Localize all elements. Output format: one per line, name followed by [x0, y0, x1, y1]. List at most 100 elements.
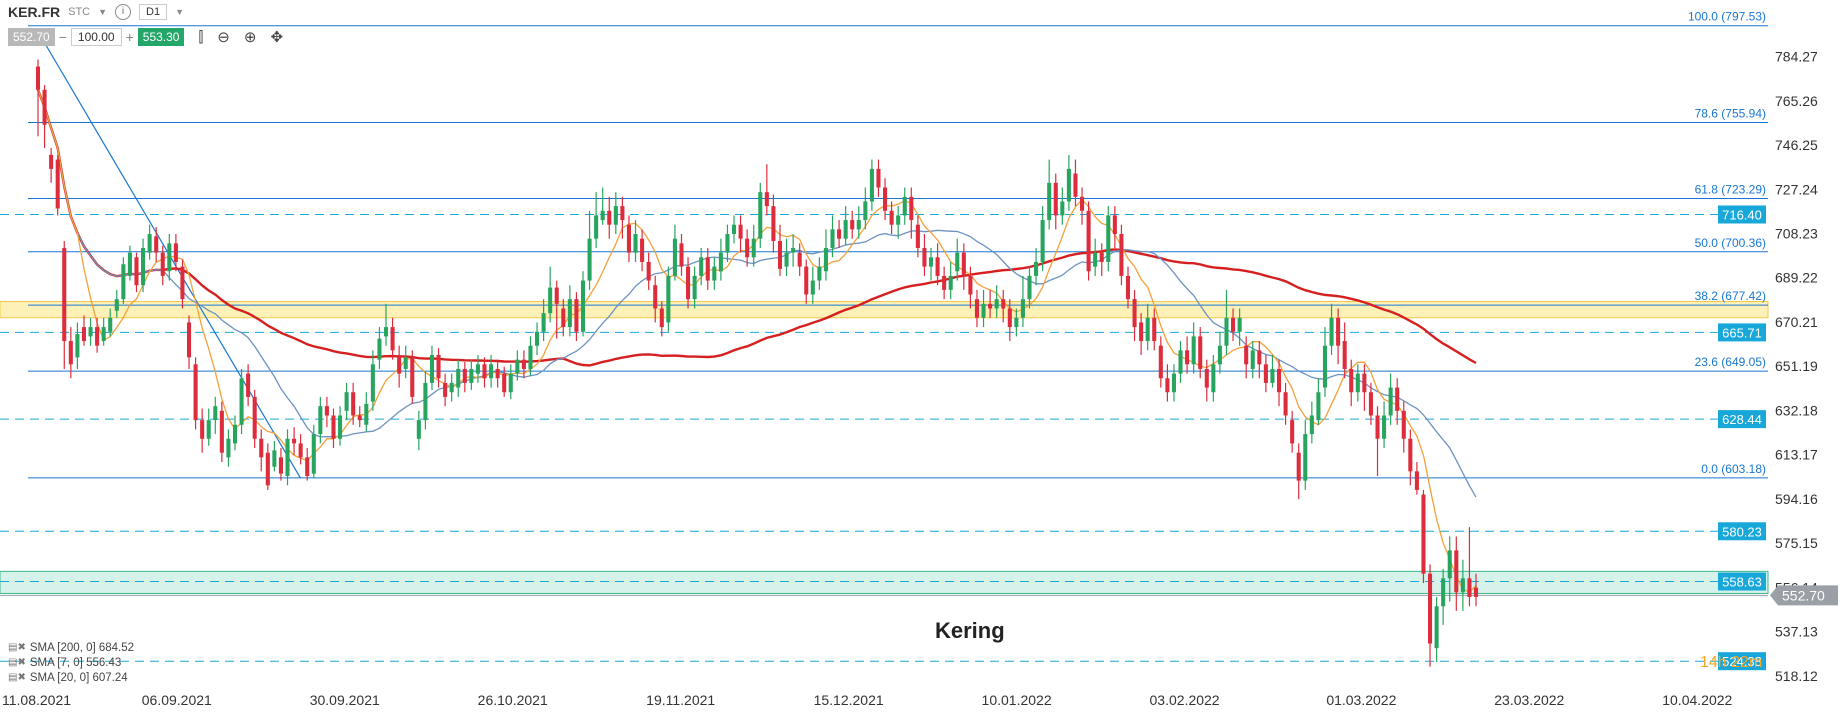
- candle-body: [515, 359, 520, 374]
- settings-icon[interactable]: ▤✖: [8, 657, 26, 668]
- date-tick-label: 30.09.2021: [310, 692, 380, 708]
- crosshair-move-icon[interactable]: ✥: [270, 29, 284, 46]
- candle: [515, 350, 520, 381]
- support-zone: [0, 570, 1769, 594]
- candle-body: [804, 266, 809, 295]
- candle: [1158, 336, 1163, 388]
- candle: [416, 410, 421, 451]
- candle-body: [1263, 364, 1268, 383]
- candle: [804, 259, 809, 304]
- candle-body: [620, 206, 625, 221]
- candle: [95, 317, 100, 353]
- candle: [600, 187, 605, 225]
- candle-body: [449, 382, 454, 393]
- candle: [1047, 159, 1052, 230]
- candle-body: [554, 287, 559, 304]
- candle: [1375, 406, 1380, 476]
- candle: [338, 406, 343, 446]
- candle: [489, 355, 494, 388]
- legend-item[interactable]: ▤✖ SMA [20, 0] 607.24: [8, 670, 134, 685]
- info-icon[interactable]: i: [115, 4, 132, 20]
- symbol-label[interactable]: KER.FR: [8, 4, 61, 20]
- candle-body: [699, 257, 704, 276]
- candle-body: [1125, 275, 1131, 300]
- candle: [239, 368, 244, 435]
- candle-body: [528, 345, 533, 369]
- candle-body: [994, 299, 999, 309]
- candle-body: [410, 357, 415, 397]
- candle-body: [1368, 392, 1373, 416]
- candle: [475, 355, 480, 383]
- candle: [186, 315, 192, 369]
- candle-body: [305, 457, 310, 476]
- level-badge: 558.63: [1718, 572, 1766, 591]
- candle-body: [1047, 182, 1052, 221]
- zoom-in-icon[interactable]: ⊕: [243, 29, 257, 46]
- candle: [1434, 596, 1439, 663]
- candle-body: [928, 257, 934, 267]
- level-badge-label: 524.38: [1722, 654, 1762, 669]
- candle-body: [475, 364, 480, 374]
- candle-body: [922, 247, 927, 267]
- decrease-quantity-button[interactable]: −: [58, 29, 67, 45]
- candle-body: [607, 210, 612, 225]
- candle: [219, 401, 224, 463]
- candle: [377, 327, 382, 369]
- candle: [863, 187, 868, 230]
- candle: [915, 215, 920, 258]
- candle: [1342, 322, 1347, 379]
- candle: [331, 408, 336, 449]
- candle-body: [1086, 210, 1091, 272]
- candle: [791, 234, 796, 267]
- settings-icon[interactable]: ▤✖: [8, 642, 26, 653]
- candle: [134, 252, 139, 293]
- candle-body: [127, 252, 132, 276]
- sma-7-line: [37, 89, 1477, 594]
- candle: [1250, 341, 1255, 379]
- settings-icon[interactable]: ▤✖: [8, 672, 26, 683]
- candle: [141, 238, 146, 293]
- candle: [850, 210, 855, 239]
- quantity-input[interactable]: 100.00: [70, 28, 122, 46]
- candlestick-type-icon[interactable]: ⫿: [198, 28, 204, 46]
- candle: [1237, 308, 1242, 346]
- candle-body: [502, 373, 507, 393]
- candle: [410, 350, 415, 404]
- resistance-zone: [0, 300, 1769, 319]
- increase-quantity-button[interactable]: +: [125, 29, 134, 45]
- candle-body: [1014, 317, 1019, 328]
- candle: [646, 252, 651, 290]
- candle-body: [1473, 587, 1479, 597]
- candle-body: [935, 257, 940, 276]
- candle: [548, 266, 553, 323]
- legend-item[interactable]: ▤✖ SMA [200, 0] 684.52: [8, 640, 134, 655]
- candle: [265, 443, 270, 490]
- candle: [81, 315, 86, 346]
- candle: [1283, 382, 1288, 425]
- chevron-down-icon[interactable]: ▼: [175, 7, 185, 17]
- candle-body: [1382, 415, 1387, 439]
- sma-200-line: [36, 89, 1477, 367]
- candle-body: [705, 257, 710, 281]
- candle-body: [200, 420, 205, 439]
- timeframe-select[interactable]: D1: [139, 4, 168, 20]
- price-tick-label: 613.17: [1775, 447, 1818, 463]
- zoom-out-icon[interactable]: ⊖: [217, 29, 230, 46]
- candle-body: [1309, 415, 1314, 435]
- candle: [534, 322, 540, 355]
- candle: [456, 359, 461, 397]
- candle-body: [154, 236, 159, 253]
- sell-price-button[interactable]: 552.70: [8, 28, 55, 46]
- candle: [495, 359, 500, 388]
- candle-body: [843, 220, 848, 239]
- candle-body: [1007, 308, 1012, 328]
- chevron-down-icon[interactable]: ▼: [98, 7, 108, 17]
- buy-price-button[interactable]: 553.30: [137, 28, 185, 46]
- candle-body: [712, 266, 717, 281]
- candle: [1355, 364, 1360, 402]
- candle-body: [383, 327, 389, 337]
- candle: [1034, 247, 1039, 286]
- legend-item[interactable]: ▤✖ SMA [7, 0] 556.43: [8, 655, 134, 670]
- candle-body: [541, 313, 546, 332]
